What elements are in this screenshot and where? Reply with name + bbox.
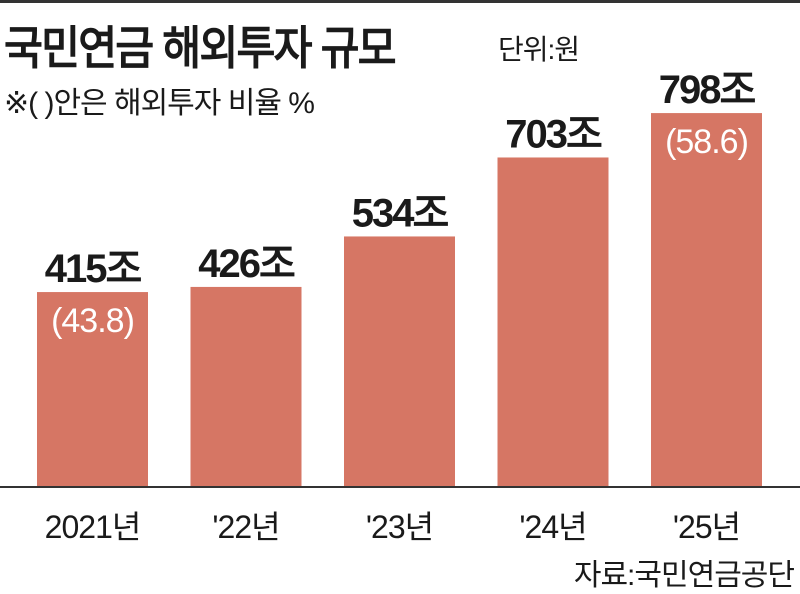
ratio-label: (43.8)	[51, 302, 134, 340]
value-label: 534조	[352, 191, 449, 235]
value-label: 703조	[505, 112, 602, 156]
x-tick-label: '25년	[673, 509, 740, 545]
value-label: 798조	[659, 68, 756, 112]
bar	[497, 157, 609, 486]
x-tick-label: '23년	[366, 509, 433, 545]
bar	[37, 292, 148, 486]
chart-title: 국민연금 해외투자 규모	[4, 22, 397, 74]
bar	[190, 286, 302, 486]
x-tick-label: '24년	[519, 509, 586, 545]
bar	[344, 236, 455, 486]
value-label: 415조	[45, 247, 142, 291]
x-tick-label: '22년	[212, 509, 279, 545]
source-label: 자료:국민연금공단	[573, 559, 795, 592]
bar	[651, 113, 762, 486]
unit-label: 단위:원	[498, 34, 580, 65]
x-tick-label: 2021년	[45, 509, 141, 545]
chart-note: ※( )안은 해외투자 비율 %	[4, 87, 315, 120]
ratio-label: (58.6)	[665, 123, 748, 161]
top-border	[0, 0, 800, 3]
value-label: 426조	[198, 242, 295, 286]
